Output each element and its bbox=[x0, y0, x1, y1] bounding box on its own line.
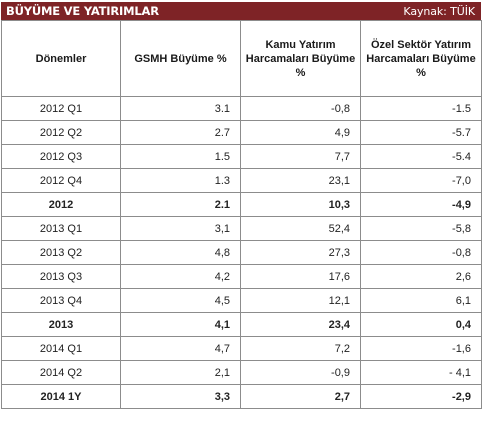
table-row: 2013 Q2 4,8 27,3 -0,8 bbox=[1, 240, 482, 265]
period-cell: 2012 Q1 bbox=[1, 96, 121, 121]
table-row: 2013 Q4 4,5 12,1 6,1 bbox=[1, 288, 482, 313]
period-cell: 2012 Q4 bbox=[1, 168, 121, 193]
gsmh-growth-cell: 4,2 bbox=[120, 264, 241, 289]
header-row: Dönemler GSMH Büyüme % Kamu Yatırım Harc… bbox=[1, 20, 482, 97]
table-title: BÜYÜME VE YATIRIMLAR bbox=[6, 4, 159, 18]
public-investment-cell: 23,1 bbox=[240, 168, 361, 193]
private-investment-cell: -5.7 bbox=[360, 120, 482, 145]
public-investment-cell: -0,8 bbox=[240, 96, 361, 121]
gsmh-growth-cell: 4,5 bbox=[120, 288, 241, 313]
table-row: 2014 Q2 2,1 -0,9- 4,1 bbox=[1, 360, 482, 385]
period-cell: 2014 1Y bbox=[1, 384, 121, 409]
public-investment-cell: -0,9 bbox=[240, 360, 361, 385]
gsmh-growth-cell: 2,1 bbox=[120, 360, 241, 385]
gsmh-growth-cell: 1.3 bbox=[120, 168, 241, 193]
table-row: 2012 Q3 1.5 7,7 -5.4 bbox=[1, 144, 482, 169]
table-row-total: 2014 1Y 3,3 2,7 -2,9 bbox=[1, 384, 482, 409]
period-cell: 2014 Q2 bbox=[1, 360, 121, 385]
private-investment-cell: -0,8 bbox=[360, 240, 482, 265]
public-investment-cell: 7,7 bbox=[240, 144, 361, 169]
public-investment-cell: 17,6 bbox=[240, 264, 361, 289]
private-investment-cell: 0,4 bbox=[360, 312, 482, 337]
title-bar: BÜYÜME VE YATIRIMLAR Kaynak: TÜİK bbox=[1, 2, 481, 20]
table-row-total: 2013 4,1 23,4 0,4 bbox=[1, 312, 482, 337]
private-investment-cell: -5.4 bbox=[360, 144, 482, 169]
table-row: 2013 Q1 3,1 52,4 -5,8 bbox=[1, 216, 482, 241]
period-cell: 2014 Q1 bbox=[1, 336, 121, 361]
period-cell: 2012 Q3 bbox=[1, 144, 121, 169]
private-investment-cell: -1,6 bbox=[360, 336, 482, 361]
period-cell: 2013 Q3 bbox=[1, 264, 121, 289]
table-row: 2014 Q1 4,7 7,2 -1,6 bbox=[1, 336, 482, 361]
period-cell: 2012 Q2 bbox=[1, 120, 121, 145]
private-investment-cell: -5,8 bbox=[360, 216, 482, 241]
public-investment-cell: 7,2 bbox=[240, 336, 361, 361]
data-table: Dönemler GSMH Büyüme % Kamu Yatırım Harc… bbox=[1, 20, 482, 409]
period-cell: 2013 Q4 bbox=[1, 288, 121, 313]
column-header-period: Dönemler bbox=[1, 20, 121, 97]
table-row: 2012 Q1 3.1 -0,8 -1.5 bbox=[1, 96, 482, 121]
table-body: 2012 Q1 3.1 -0,8 -1.5 2012 Q2 2.7 4,9 -5.7 2012 … bbox=[1, 96, 482, 409]
table-row: 2012 Q4 1.3 23,1 -7,0 bbox=[1, 168, 482, 193]
gsmh-growth-cell: 4,7 bbox=[120, 336, 241, 361]
public-investment-cell: 27,3 bbox=[240, 240, 361, 265]
public-investment-cell: 10,3 bbox=[240, 192, 361, 217]
gsmh-growth-cell: 3,1 bbox=[120, 216, 241, 241]
public-investment-cell: 23,4 bbox=[240, 312, 361, 337]
table-row: 2012 Q2 2.7 4,9 -5.7 bbox=[1, 120, 482, 145]
gsmh-growth-cell: 2.1 bbox=[120, 192, 241, 217]
gsmh-growth-cell: 2.7 bbox=[120, 120, 241, 145]
period-cell: 2013 Q1 bbox=[1, 216, 121, 241]
gsmh-growth-cell: 4,8 bbox=[120, 240, 241, 265]
table-row-total: 2012 2.1 10,3 -4,9 bbox=[1, 192, 482, 217]
private-investment-cell: -2,9 bbox=[360, 384, 482, 409]
period-cell: 2013 bbox=[1, 312, 121, 337]
private-investment-cell: -7,0 bbox=[360, 168, 482, 193]
column-header-public-investment: Kamu Yatırım Harcamaları Büyüme % bbox=[240, 20, 361, 97]
private-investment-cell: 6,1 bbox=[360, 288, 482, 313]
public-investment-cell: 4,9 bbox=[240, 120, 361, 145]
gsmh-growth-cell: 1.5 bbox=[120, 144, 241, 169]
period-cell: 2013 Q2 bbox=[1, 240, 121, 265]
column-header-gsmh: GSMH Büyüme % bbox=[120, 20, 241, 97]
gsmh-growth-cell: 3.1 bbox=[120, 96, 241, 121]
gsmh-growth-cell: 3,3 bbox=[120, 384, 241, 409]
table-row: 2013 Q3 4,2 17,6 2,6 bbox=[1, 264, 482, 289]
private-investment-cell: -4,9 bbox=[360, 192, 482, 217]
public-investment-cell: 2,7 bbox=[240, 384, 361, 409]
period-cell: 2012 bbox=[1, 192, 121, 217]
public-investment-cell: 12,1 bbox=[240, 288, 361, 313]
source-label: Kaynak: TÜİK bbox=[403, 4, 475, 18]
gsmh-growth-cell: 4,1 bbox=[120, 312, 241, 337]
public-investment-cell: 52,4 bbox=[240, 216, 361, 241]
column-header-private-investment: Özel Sektör Yatırım Harcamaları Büyüme % bbox=[360, 20, 482, 97]
private-investment-cell: - 4,1 bbox=[360, 360, 482, 385]
private-investment-cell: 2,6 bbox=[360, 264, 482, 289]
private-investment-cell: -1.5 bbox=[360, 96, 482, 121]
